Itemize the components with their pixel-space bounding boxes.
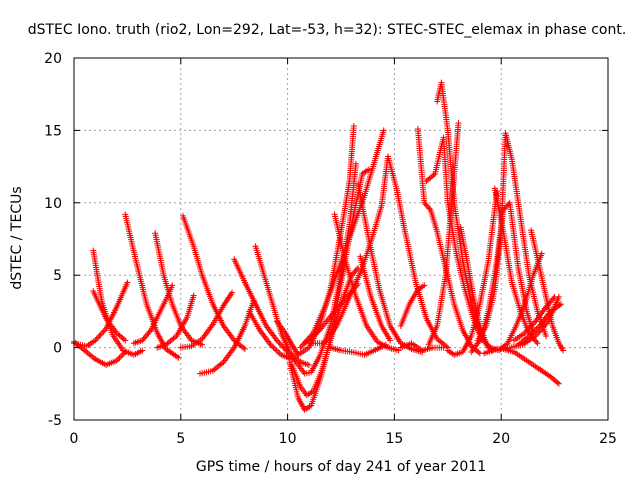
- series-markers: [90, 288, 129, 344]
- series-markers: [327, 341, 389, 358]
- series-markers: [357, 253, 394, 344]
- y-tick-label: 5: [53, 268, 62, 284]
- series-markers: [273, 318, 302, 358]
- series-markers: [252, 243, 312, 368]
- series-markers: [231, 256, 291, 355]
- series-markers: [434, 79, 492, 351]
- y-tick-label: 20: [44, 51, 62, 67]
- x-tick-label: 5: [176, 431, 185, 447]
- y-tick-label: 10: [44, 196, 62, 212]
- series-markers: [425, 120, 462, 348]
- series-markers: [331, 211, 402, 354]
- series-markers: [177, 289, 236, 351]
- series-markers: [397, 340, 447, 354]
- series-markers: [122, 211, 182, 361]
- x-axis-label: GPS time / hours of day 241 of year 2011: [196, 459, 486, 475]
- series-markers: [397, 282, 428, 329]
- y-axis-label: dSTEC / TECUs: [9, 186, 25, 289]
- series-markers: [246, 308, 295, 363]
- series-markers: [179, 212, 248, 353]
- series-layer: [71, 79, 567, 413]
- series-markers: [384, 153, 451, 351]
- series-markers: [515, 301, 565, 348]
- series-markers: [414, 125, 483, 357]
- ticks-layer: 0 5 10 15 20 25 -5 0 5 10 15 20: [44, 51, 617, 447]
- chart-title: dSTEC Iono. truth (rio2, Lon=292, Lat=-5…: [28, 22, 627, 38]
- x-tick-label: 25: [599, 431, 617, 447]
- y-tick-label: -5: [48, 413, 62, 429]
- series-markers: [511, 293, 558, 344]
- x-tick-label: 0: [70, 431, 79, 447]
- series-markers: [154, 292, 197, 351]
- series-markers: [500, 346, 562, 387]
- x-tick-label: 20: [492, 431, 510, 447]
- x-tick-label: 15: [385, 431, 403, 447]
- y-tick-label: 0: [53, 341, 62, 357]
- x-tick-label: 10: [279, 431, 297, 447]
- plot-frame: [73, 57, 609, 421]
- series-markers: [152, 230, 206, 348]
- series-markers: [474, 130, 550, 344]
- y-tick-label: 15: [44, 123, 62, 139]
